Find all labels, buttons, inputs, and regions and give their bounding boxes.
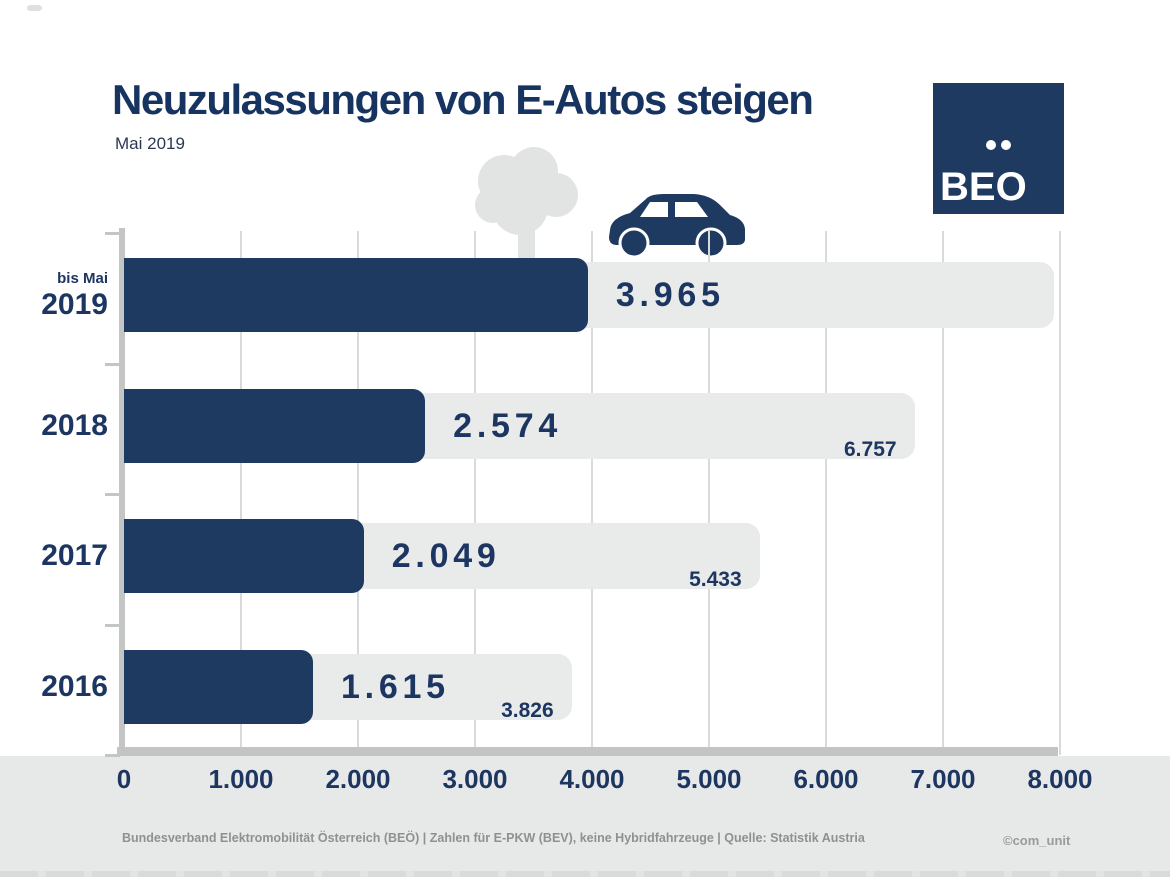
gridline	[357, 231, 359, 755]
category-year: 2017	[41, 539, 108, 573]
category-label: 2017	[8, 519, 108, 593]
value-bar	[124, 649, 313, 724]
y-axis-line	[119, 228, 125, 756]
x-tick-label: 1.000	[208, 764, 274, 794]
gridline	[825, 231, 827, 755]
page-title: Neuzulassungen von E-Autos steigen	[112, 76, 814, 123]
beo-logo: BEO	[933, 83, 1064, 214]
category-year: 2019	[41, 287, 108, 321]
value-label: 3.965	[615, 276, 725, 314]
category-label: 2016	[8, 650, 108, 724]
car-icon	[609, 194, 745, 258]
x-tick-label: 6.000	[793, 764, 859, 794]
total-label: 6.757	[844, 437, 897, 461]
x-axis-line	[117, 747, 1058, 756]
gridline	[591, 231, 593, 755]
gridline	[1059, 231, 1061, 755]
source-note: Bundesverband Elektromobilität Österreic…	[122, 831, 865, 845]
credit-note: ©com_unit	[1003, 833, 1071, 848]
top-left-dash	[27, 5, 42, 11]
value-label: 1.615	[340, 667, 450, 706]
x-tick-label: 3.000	[442, 764, 508, 794]
logo-text: BEO	[940, 165, 1027, 209]
umlaut-dot-icon	[1001, 140, 1011, 150]
value-bar	[124, 258, 588, 332]
x-tick-label: 7.000	[910, 764, 976, 794]
value-bar	[124, 519, 364, 593]
x-tick-label: 2.000	[325, 764, 391, 794]
category-label: 2018	[8, 389, 108, 463]
x-tick-label: 8.000	[1027, 764, 1093, 794]
x-tick-label: 4.000	[559, 764, 625, 794]
category-prefix: bis Mai	[57, 269, 108, 287]
value-label: 2.574	[453, 406, 563, 445]
total-label: 3.826	[501, 698, 554, 722]
y-axis-tick	[105, 232, 120, 235]
category-label: bis Mai 2019	[8, 258, 108, 332]
gridline	[942, 231, 944, 755]
tree-icon	[475, 147, 578, 259]
y-axis-tick	[105, 624, 120, 627]
umlaut-dot-icon	[986, 140, 996, 150]
gridline	[474, 231, 476, 755]
value-bar	[124, 388, 426, 463]
y-axis-tick	[105, 363, 120, 366]
gridline	[708, 231, 710, 755]
category-year: 2018	[41, 408, 108, 442]
value-label: 2.049	[391, 537, 501, 575]
category-year: 2016	[41, 669, 108, 703]
x-tick-label: 5.000	[676, 764, 742, 794]
total-label: 5.433	[689, 568, 742, 591]
page-subtitle: Mai 2019	[115, 134, 185, 153]
y-axis-tick	[105, 493, 120, 496]
y-axis-tick	[105, 754, 120, 757]
axis-panel	[0, 756, 1170, 877]
video-scrubber-strip	[0, 871, 1170, 877]
gridline	[240, 231, 242, 755]
x-tick-label: 0	[116, 764, 132, 794]
